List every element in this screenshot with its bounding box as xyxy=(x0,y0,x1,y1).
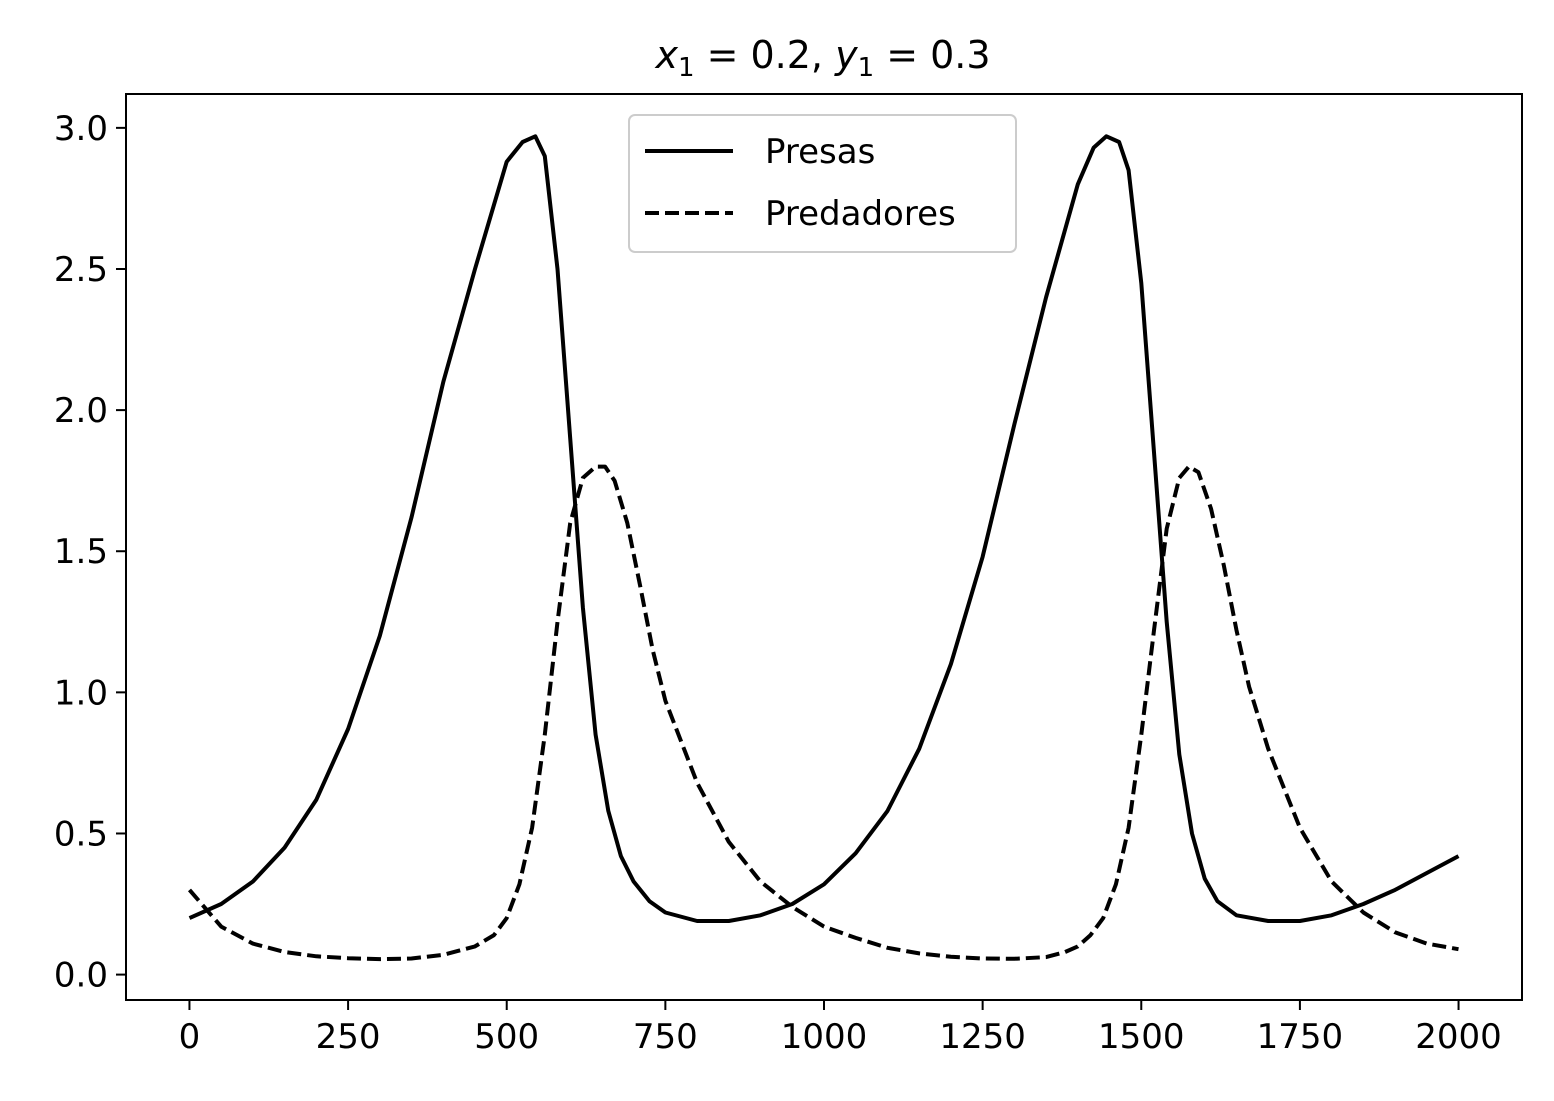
legend: Presas Predadores xyxy=(628,114,1017,253)
x-tick-label: 750 xyxy=(633,1017,698,1057)
x-tick-label: 250 xyxy=(316,1017,381,1057)
x-tick-label: 1750 xyxy=(1257,1017,1344,1057)
title-sub-y: 1 xyxy=(858,53,875,83)
y-tick-label: 0.5 xyxy=(54,814,108,854)
y-tick-label: 3.0 xyxy=(54,109,108,149)
series-line-predadores xyxy=(187,464,1459,962)
title-var-y: y xyxy=(834,33,858,77)
plot-area-frame xyxy=(125,93,1523,1001)
y-axis-ticks: 0.0 0.5 1.0 1.5 2.0 2.5 3.0 xyxy=(54,109,126,996)
y-tick-label: 2.5 xyxy=(54,250,108,290)
x-axis-ticks: 0 250 500 750 1000 1250 1500 1750 2000 xyxy=(179,1000,1502,1057)
x-tick-label: 2000 xyxy=(1415,1017,1502,1057)
x-tick-label: 1000 xyxy=(781,1017,868,1057)
x-tick-label: 0 xyxy=(179,1017,201,1057)
x-tick-label: 1250 xyxy=(939,1017,1026,1057)
series-layer xyxy=(187,134,1460,962)
title-eq-y: = 0.3 xyxy=(874,33,990,77)
x-tick-label: 500 xyxy=(474,1017,539,1057)
legend-label-presas: Presas xyxy=(765,132,875,172)
x-tick-label: 1500 xyxy=(1098,1017,1185,1057)
y-tick-label: 1.5 xyxy=(54,532,108,572)
title-sub-x: 1 xyxy=(678,53,695,83)
title-var-x: x xyxy=(654,33,678,77)
chart-title: x1 = 0.2, y1 = 0.3 xyxy=(654,33,990,83)
y-tick-label: 0.0 xyxy=(54,956,108,996)
legend-label-predadores: Predadores xyxy=(765,194,956,234)
y-tick-label: 1.0 xyxy=(54,673,108,713)
series-line-presas xyxy=(188,134,1460,923)
title-eq-x: = 0.2, xyxy=(694,33,835,77)
y-tick-label: 2.0 xyxy=(54,391,108,431)
